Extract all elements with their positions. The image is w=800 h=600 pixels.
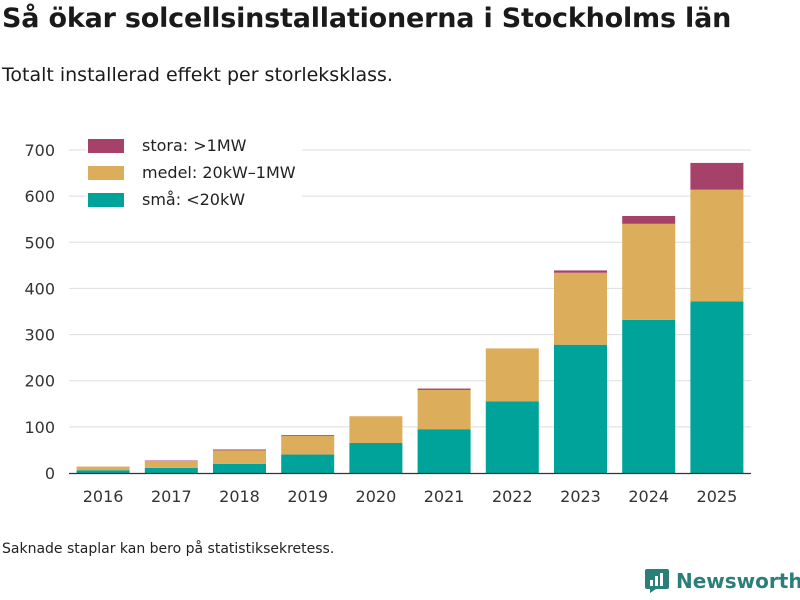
x-tick-label-2018: 2018 xyxy=(219,487,260,506)
x-tick-label-2021: 2021 xyxy=(424,487,465,506)
bar-2021-series-0 xyxy=(417,429,471,473)
y-tick-label-700: 700 xyxy=(24,141,55,160)
x-tick-label-2024: 2024 xyxy=(628,487,669,506)
newsworthy-logo-icon xyxy=(645,569,669,593)
brand-name: Newsworthy xyxy=(676,569,800,593)
brand-logo[interactable]: Newsworthy xyxy=(644,568,800,594)
bar-2025-series-0 xyxy=(690,301,744,473)
bar-2023-series-1 xyxy=(554,272,607,345)
y-tick-label-300: 300 xyxy=(24,326,55,345)
y-tick-label-200: 200 xyxy=(24,372,55,391)
bar-2020-series-0 xyxy=(349,443,403,473)
legend-item-medel: medel: 20kW–1MW xyxy=(88,159,296,186)
bar-2024-series-2 xyxy=(622,215,676,224)
bar-2025-series-1 xyxy=(690,189,744,302)
bar-2019-series-0 xyxy=(281,454,335,473)
legend-swatch-sma xyxy=(88,192,124,207)
x-tick-label-2016: 2016 xyxy=(83,487,124,506)
bar-2025-series-2 xyxy=(690,162,744,190)
bar-2021-series-2 xyxy=(417,388,471,390)
bar-2019-series-2 xyxy=(281,435,335,437)
bar-2019-series-1 xyxy=(281,436,335,455)
bar-2024-series-0 xyxy=(622,319,676,473)
legend-item-sma: små: <20kW xyxy=(88,186,296,213)
bar-2023-series-2 xyxy=(554,270,607,273)
x-tick-label-2020: 2020 xyxy=(356,487,397,506)
chart-title: Så ökar solcellsinstallationerna i Stock… xyxy=(2,3,732,34)
legend-swatch-medel xyxy=(88,165,124,180)
bar-2024-series-1 xyxy=(622,223,676,320)
bar-2018-series-0 xyxy=(213,463,266,473)
y-tick-label-400: 400 xyxy=(24,279,55,298)
bar-2016-series-0 xyxy=(76,470,130,473)
bar-2021-series-1 xyxy=(417,389,471,430)
bar-2022-series-1 xyxy=(485,348,539,402)
bar-2017-series-0 xyxy=(144,467,198,473)
chart-legend: stora: >1MW medel: 20kW–1MW små: <20kW xyxy=(86,130,302,215)
footnote: Saknade staplar kan bero på statistiksek… xyxy=(2,541,335,557)
bar-2016-series-1 xyxy=(76,466,130,471)
x-tick-label-2017: 2017 xyxy=(151,487,192,506)
y-tick-label-100: 100 xyxy=(24,418,55,437)
bar-2018-series-2 xyxy=(213,449,266,451)
chart-subtitle: Totalt installerad effekt per storlekskl… xyxy=(2,64,393,86)
legend-item-stora: stora: >1MW xyxy=(88,132,296,159)
x-tick-label-2025: 2025 xyxy=(697,487,738,506)
y-tick-label-0: 0 xyxy=(45,464,55,483)
legend-label-stora: stora: >1MW xyxy=(142,136,247,155)
bar-2020-series-1 xyxy=(349,416,403,444)
x-tick-label-2022: 2022 xyxy=(492,487,533,506)
legend-label-sma: små: <20kW xyxy=(142,190,246,209)
y-tick-label-500: 500 xyxy=(24,233,55,252)
legend-swatch-stora xyxy=(88,138,124,153)
bar-2023-series-0 xyxy=(554,344,607,473)
bar-2018-series-1 xyxy=(213,450,266,464)
bar-2017-series-1 xyxy=(144,461,198,468)
x-tick-label-2023: 2023 xyxy=(560,487,601,506)
y-tick-label-600: 600 xyxy=(24,187,55,206)
x-tick-label-2019: 2019 xyxy=(287,487,328,506)
bar-2022-series-0 xyxy=(485,401,539,473)
legend-label-medel: medel: 20kW–1MW xyxy=(142,163,296,182)
